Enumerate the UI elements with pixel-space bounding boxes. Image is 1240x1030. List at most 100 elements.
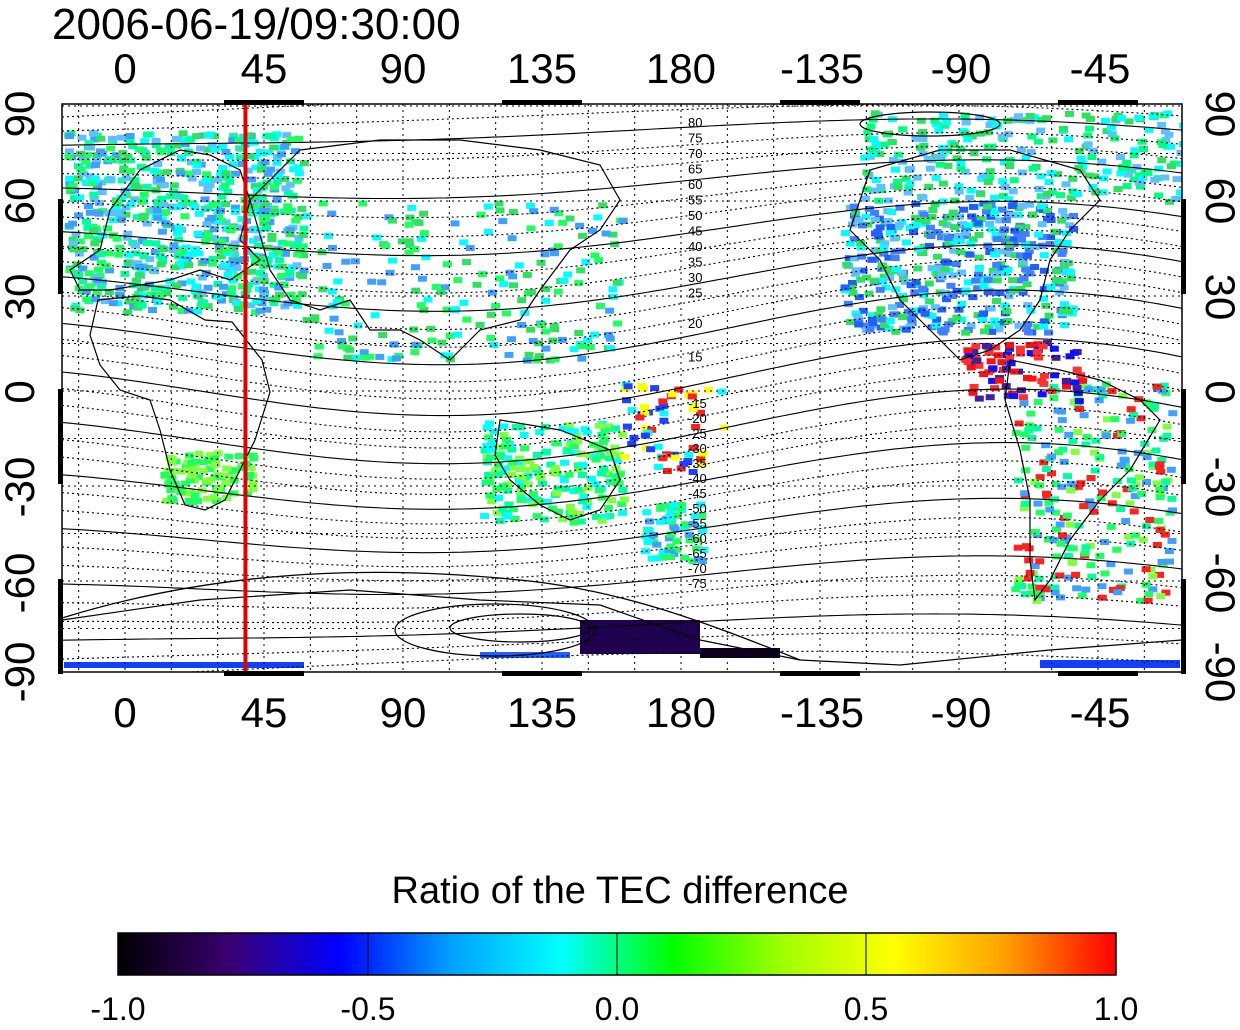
tec-cell (292, 177, 302, 184)
tec-cell (160, 471, 170, 478)
tec-cell (184, 262, 194, 269)
tec-cell (939, 112, 948, 119)
tec-cell (670, 526, 680, 533)
tec-cell (864, 290, 874, 297)
tec-cell (378, 332, 388, 338)
tec-cell (976, 130, 985, 137)
tec-cell (674, 505, 684, 512)
tec-cell (113, 210, 123, 216)
tec-cell (1032, 597, 1042, 604)
tec-cell (1072, 585, 1082, 592)
tec-cell (991, 270, 1001, 277)
tec-cell (377, 279, 387, 286)
tec-cell (1025, 422, 1035, 429)
tec-cell (213, 218, 222, 225)
tec-cell (122, 234, 132, 241)
tec-cell (603, 505, 613, 512)
tec-cell (925, 165, 935, 172)
tec-cell (1122, 159, 1132, 166)
tec-cell (553, 485, 563, 492)
frame-tick (780, 100, 860, 105)
tec-cell (142, 183, 152, 190)
tec-cell (76, 166, 86, 173)
tec-cell (887, 209, 897, 215)
tec-cell (938, 198, 948, 205)
tec-cell (527, 501, 537, 508)
tec-cell (997, 248, 1007, 255)
tec-cell (323, 232, 333, 239)
tec-cell (1020, 431, 1030, 438)
tec-cell (1018, 289, 1028, 296)
tec-cell (486, 311, 496, 318)
tec-cell (1033, 399, 1043, 405)
tec-cell (618, 509, 627, 516)
tec-cell (524, 351, 534, 358)
tec-cell (656, 503, 666, 510)
tec-cell (280, 175, 290, 182)
tec-cell (292, 262, 302, 269)
tec-cell (963, 222, 973, 229)
tec-cell (503, 512, 513, 519)
tec-cell (1142, 450, 1152, 456)
tec-cell (81, 288, 91, 295)
tec-cell (676, 502, 686, 508)
tec-cell (218, 283, 228, 290)
tec-cell (1003, 266, 1013, 273)
lat-tick-right: -30 (1197, 457, 1240, 518)
frame-ticks (58, 100, 1186, 676)
tec-cell (274, 172, 283, 179)
tec-cell (259, 219, 269, 226)
tec-cell (104, 250, 114, 257)
tec-cell (204, 132, 214, 139)
tec-cell (405, 214, 415, 221)
tec-cell (90, 175, 100, 182)
tec-cell (971, 277, 981, 284)
tec-cell (293, 302, 303, 309)
tec-cell (322, 263, 332, 269)
tec-cell (1147, 427, 1157, 434)
tec-cell (233, 273, 243, 280)
tec-cell (285, 231, 295, 238)
tec-cell (549, 206, 559, 213)
frame-tick (1058, 671, 1138, 676)
tec-cell (930, 304, 940, 311)
tec-cell (115, 292, 125, 299)
contour-label: 75 (688, 131, 702, 146)
tec-cell (534, 353, 544, 360)
tec-cell (1071, 571, 1081, 578)
tec-cell (924, 280, 934, 287)
tec-cell (949, 237, 959, 244)
lat-tick-left: 90 (0, 91, 43, 138)
tec-cell (1143, 597, 1153, 604)
tec-cell (858, 307, 868, 314)
tec-cell (150, 268, 160, 275)
tec-cell (652, 541, 662, 548)
tec-cell (178, 294, 188, 301)
tec-cell (551, 440, 561, 447)
tec-cell (958, 221, 968, 228)
lon-tick-bottom: 180 (646, 689, 716, 736)
tec-cell (450, 307, 460, 314)
tec-cell (262, 261, 272, 268)
tec-cell (1066, 269, 1076, 276)
tec-cell (74, 163, 83, 170)
tec-cell (104, 155, 114, 162)
tec-cell (370, 312, 380, 319)
tec-cell (931, 322, 941, 329)
tec-cell (919, 211, 929, 218)
tec-cell (960, 112, 970, 119)
tec-cell (548, 337, 558, 344)
tec-cell (1000, 235, 1010, 242)
tec-cell (194, 210, 204, 217)
tec-cell (293, 214, 303, 221)
colorbar-tick-label: -0.5 (340, 991, 395, 1027)
tec-cell (151, 285, 161, 292)
tec-cell (515, 424, 525, 431)
tec-cell (1138, 175, 1148, 182)
tec-cell (293, 251, 303, 258)
tec-cell (192, 169, 201, 175)
tec-cell (1141, 566, 1151, 573)
tec-cell (411, 287, 421, 294)
coastline (849, 149, 1101, 361)
tec-cell (97, 232, 107, 239)
